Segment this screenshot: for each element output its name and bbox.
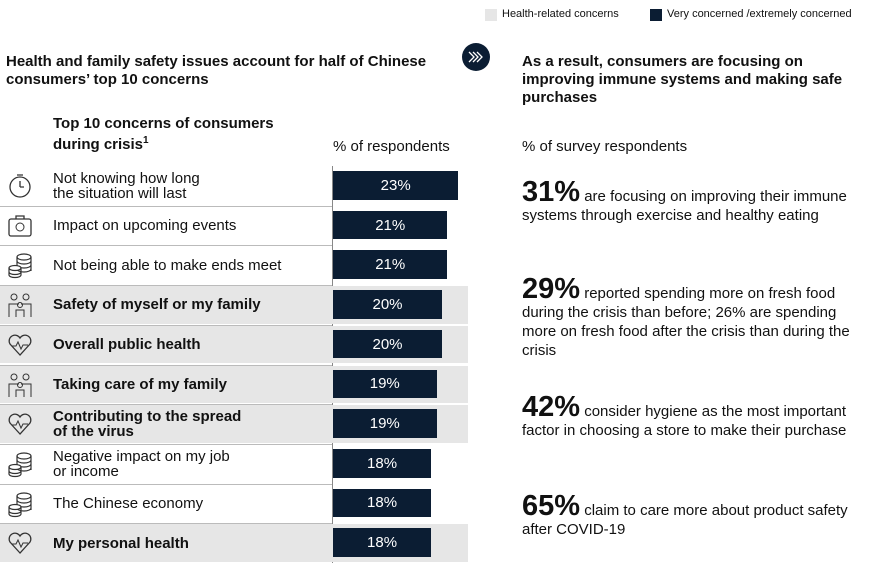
stat: 31% are focusing on improving their immu…: [522, 178, 852, 225]
row-divider: [0, 245, 332, 247]
value-label: 18%: [367, 534, 398, 552]
bar: 21%: [333, 210, 448, 240]
value-label: 21%: [375, 256, 406, 274]
icon: [9, 174, 31, 198]
value-label: 19%: [369, 415, 400, 433]
bar: 18%: [333, 448, 432, 478]
icon: [8, 413, 32, 436]
category-text: My personal health: [53, 534, 189, 552]
stat-text: claim to care more about product safety …: [522, 502, 848, 538]
value-label: 18%: [367, 454, 398, 472]
row-divider: [0, 523, 332, 525]
row-divider: [0, 205, 332, 207]
row-divider: [0, 364, 332, 366]
row-icon: [6, 450, 34, 478]
value-label: 20%: [372, 295, 403, 313]
legend-swatch: [650, 9, 662, 21]
category-label: Impact on upcoming events: [53, 206, 236, 246]
legend-label: Health-related concerns: [502, 8, 619, 20]
icon: [8, 334, 32, 356]
bar: 21%: [333, 250, 448, 280]
category-text: Impact on upcoming events: [53, 217, 237, 235]
category-label: Not being able to make ends meet: [53, 245, 281, 285]
icon: [8, 253, 32, 279]
right-subtitle: % of survey respondents: [522, 138, 688, 155]
category-label: Not knowing how long the situation will …: [53, 166, 200, 206]
category-label: Overall public health: [53, 325, 201, 365]
stat-figure: 31%: [522, 176, 581, 208]
icon: [8, 491, 32, 517]
footnote-marker: 1: [143, 135, 149, 146]
stat-figure: 29%: [522, 273, 581, 305]
category-label: Contributing to the spread of the virus: [53, 404, 241, 444]
right-heading: As a result, consumers are focusing on i…: [522, 53, 843, 106]
category-text: Taking care of my family: [53, 375, 227, 393]
category-label: Taking care of my family: [53, 365, 227, 405]
icon: [8, 373, 32, 397]
axis-label: % of respondents: [333, 138, 450, 155]
stat-figure: 42%: [522, 391, 581, 423]
value-label: 20%: [372, 335, 403, 353]
row-icon: [6, 251, 34, 279]
row-divider: [0, 404, 332, 406]
row-icon: [6, 331, 34, 359]
arrow-icon: [462, 43, 490, 71]
category-text: Not knowing how long the situation will …: [53, 169, 200, 202]
chart-title: Top 10 concerns of consumers during cris…: [53, 115, 274, 153]
row-divider: [0, 285, 332, 287]
row-icon: [6, 212, 34, 240]
icon: [8, 452, 32, 477]
legend-label: Very concerned /extremely concerned: [667, 8, 852, 20]
icon: [8, 215, 32, 237]
axis-line: [332, 166, 333, 563]
stat-figure: 65%: [522, 490, 581, 522]
value-label: 18%: [367, 494, 398, 512]
category-label: Safety of myself or my family: [53, 285, 261, 325]
value-label: 19%: [369, 375, 400, 393]
stat: 65% claim to care more about product saf…: [522, 492, 852, 539]
row-icon: [6, 291, 34, 319]
row-icon: [6, 529, 34, 557]
bar: 19%: [333, 369, 437, 399]
left-heading: Health and family safety issues account …: [6, 53, 427, 88]
row-icon: [6, 371, 34, 399]
category-text: Not being able to make ends meet: [53, 256, 282, 274]
bar: 18%: [333, 528, 432, 557]
category-text: The Chinese economy: [53, 494, 204, 512]
icon: [8, 532, 32, 555]
chart-title-text: Top 10 concerns of consumers during cris…: [53, 115, 274, 153]
bar: 20%: [333, 290, 442, 319]
row-divider: [0, 483, 332, 485]
row-icon: [6, 172, 34, 200]
row-divider: [0, 324, 332, 326]
legend-swatch: [485, 9, 497, 21]
row-icon: [6, 490, 34, 518]
value-label: 21%: [375, 216, 406, 234]
stat: 42% consider hygiene as the most importa…: [522, 393, 852, 440]
bar: 23%: [333, 171, 459, 200]
bar: 20%: [333, 329, 442, 359]
row-icon: [6, 410, 34, 438]
category-label: My personal health: [53, 523, 189, 563]
stat-text: are focusing on improving their immune s…: [522, 188, 847, 224]
category-text: Negative impact on my job or income: [53, 447, 230, 480]
stat-text: reported spending more on fresh food dur…: [522, 285, 850, 359]
category-label: The Chinese economy: [53, 484, 203, 524]
icon: [8, 293, 32, 318]
row-divider: [0, 443, 332, 445]
category-label: Negative impact on my job or income: [53, 444, 230, 484]
bar: 18%: [333, 488, 432, 518]
category-text: Safety of myself or my family: [53, 296, 261, 314]
stat: 29% reported spending more on fresh food…: [522, 275, 852, 360]
category-text: Overall public health: [53, 336, 201, 354]
value-label: 23%: [380, 176, 411, 194]
stat-text: consider hygiene as the most important f…: [522, 403, 847, 439]
category-text: Contributing to the spread of the virus: [53, 408, 242, 441]
bar: 19%: [333, 409, 437, 438]
